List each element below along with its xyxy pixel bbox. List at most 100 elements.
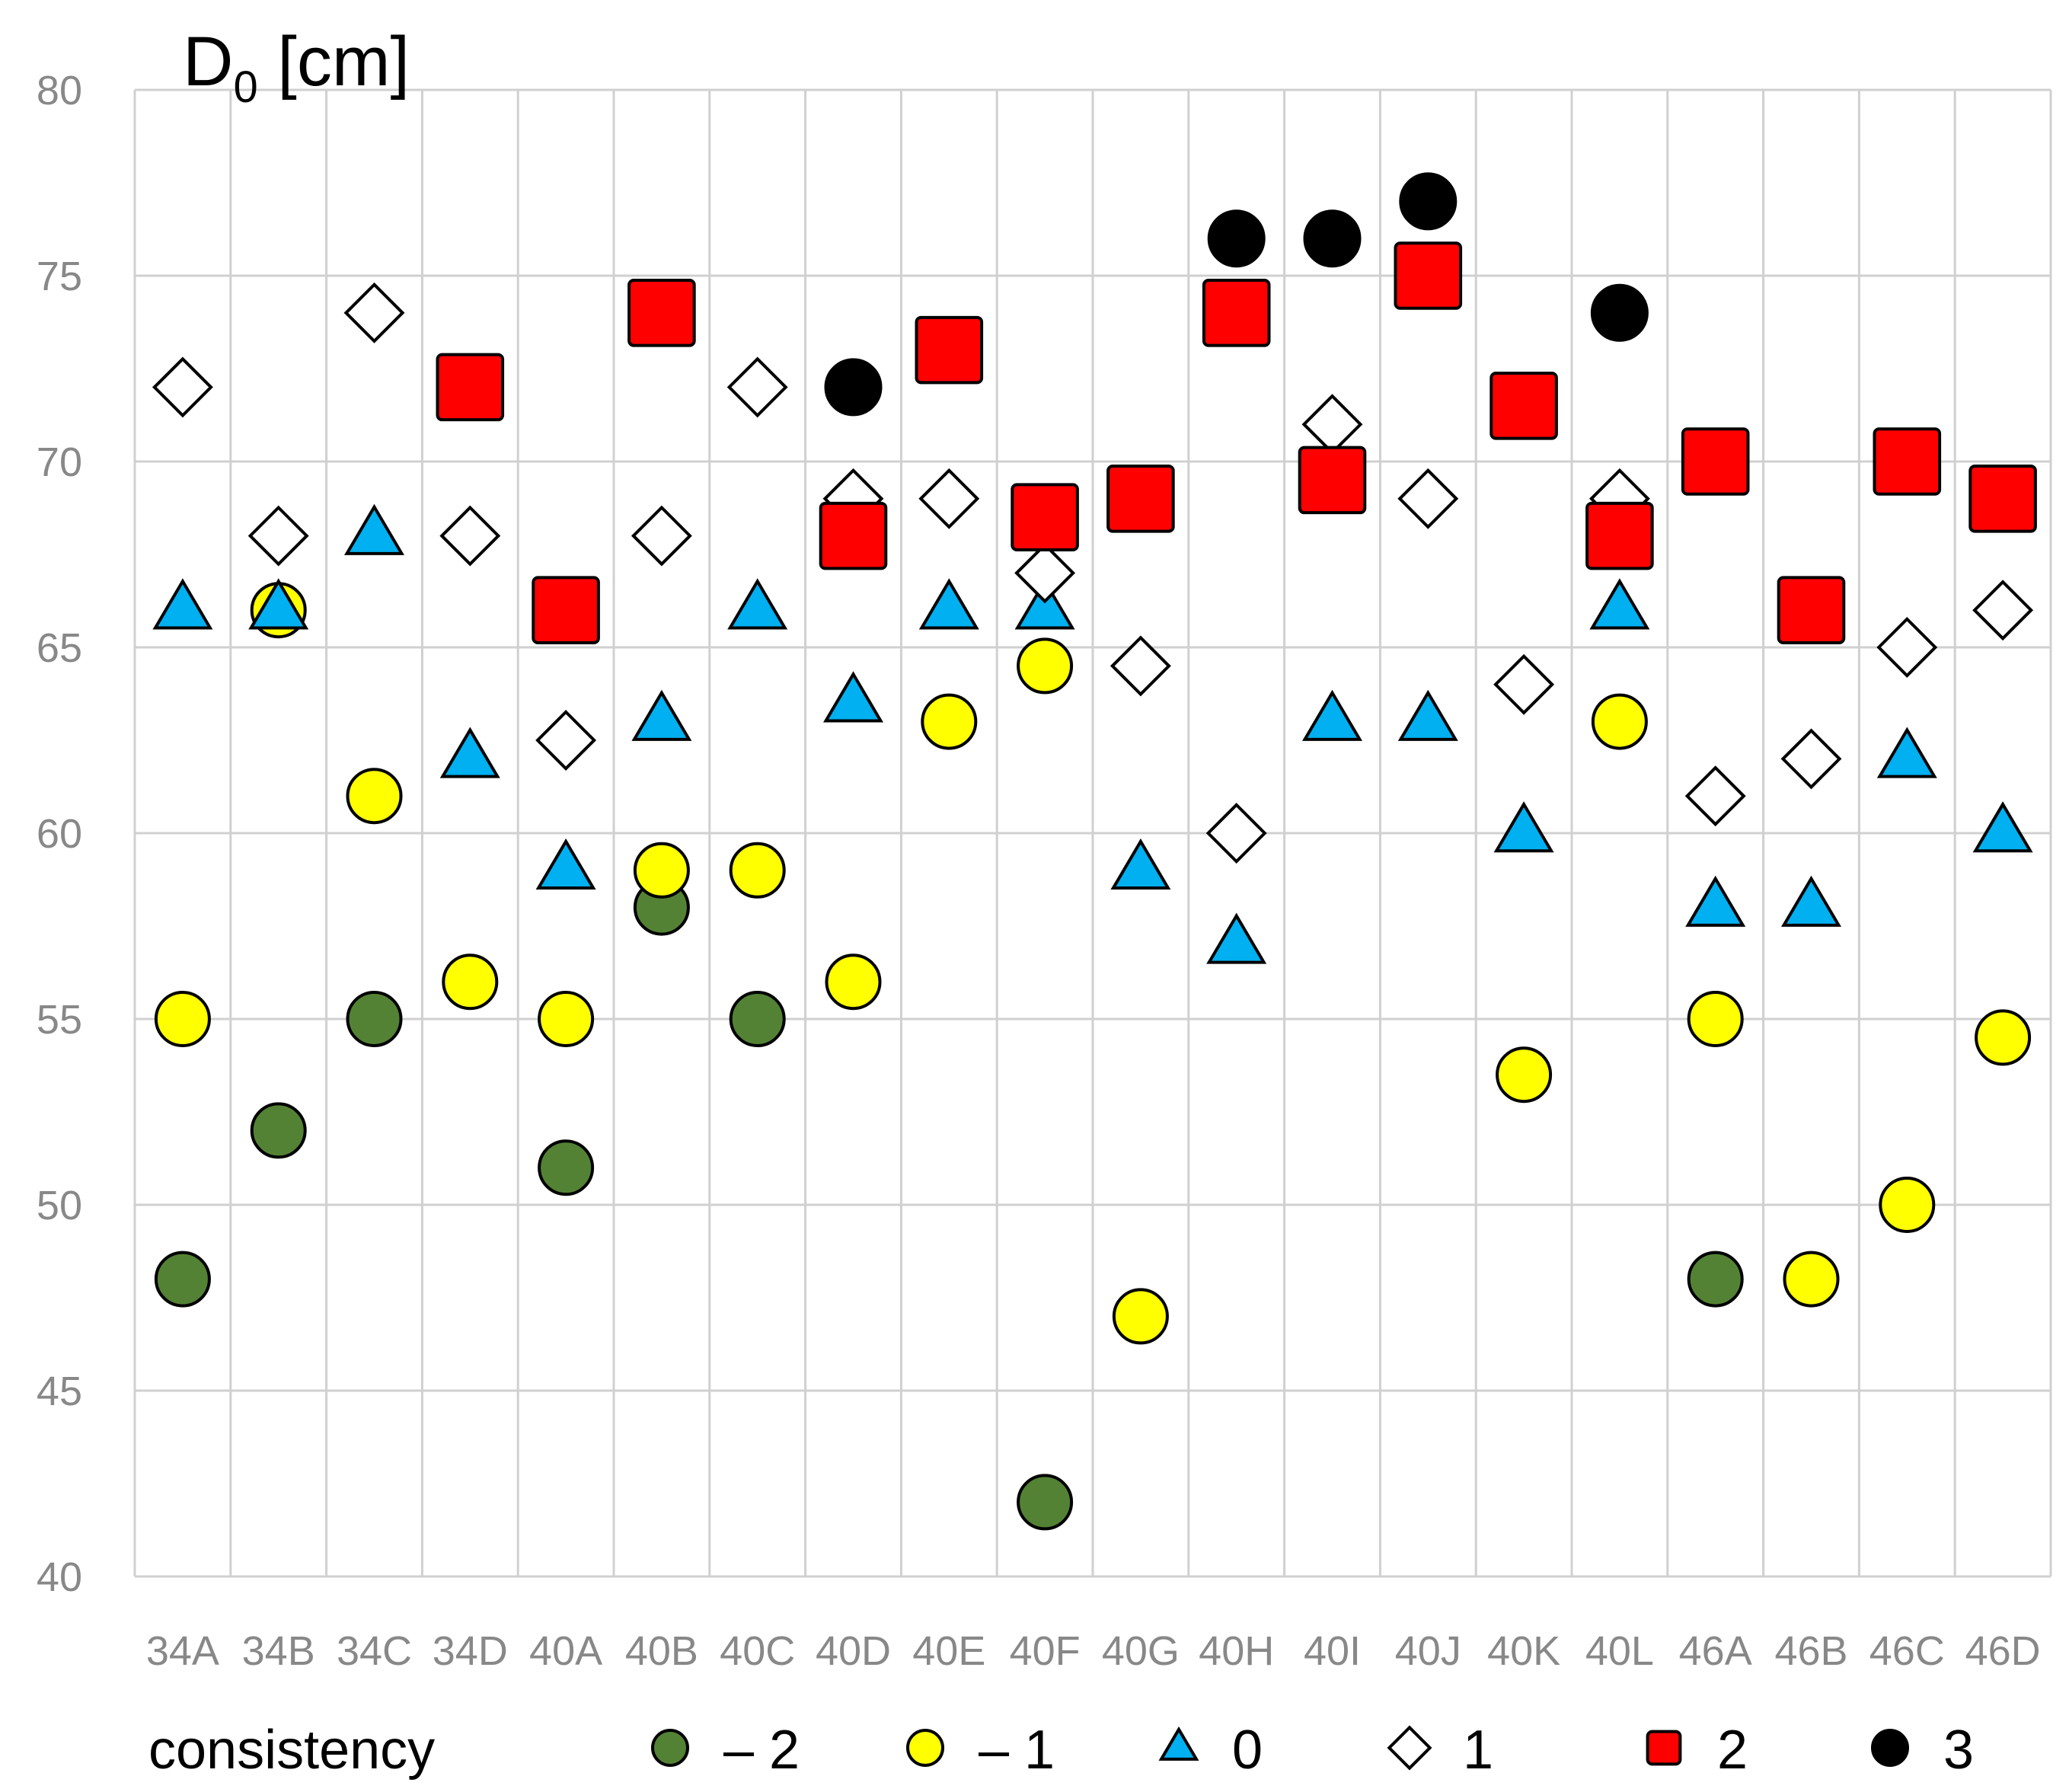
- data-point: [1685, 875, 1746, 927]
- data-marks: [152, 172, 2037, 1531]
- data-point: [1687, 991, 1744, 1047]
- data-point: [1106, 465, 1175, 533]
- data-point: [1206, 912, 1267, 964]
- data-point: [1975, 1009, 2032, 1066]
- data-point: [535, 838, 596, 890]
- data-point: [346, 768, 403, 825]
- y-tick-label: 60: [37, 811, 82, 857]
- x-tick-label: 34A: [146, 1628, 219, 1674]
- data-point: [824, 358, 883, 417]
- data-point: [535, 710, 597, 771]
- x-tick-label: 40B: [625, 1628, 698, 1674]
- x-tick-label: 40D: [816, 1628, 891, 1674]
- legend-marker: [1871, 1729, 1909, 1767]
- data-point: [1873, 427, 1942, 496]
- data-point: [1968, 465, 2037, 533]
- data-point: [1303, 209, 1362, 268]
- x-tick-label: 40G: [1102, 1628, 1180, 1674]
- data-point: [1781, 875, 1841, 927]
- data-point: [1876, 617, 1938, 678]
- data-point: [1496, 1046, 1553, 1104]
- series-4: [436, 241, 2037, 644]
- data-point: [1301, 394, 1363, 455]
- legend: consistency – 2 – 1 0 1 2 3: [148, 1720, 1974, 1781]
- x-axis-ticks: 34A 34B 34C 34D 40A 40B 40C 40D 40E 40F 40G 40H 40I 4…: [146, 1628, 2041, 1674]
- series-1: [154, 582, 2032, 1345]
- data-point: [1207, 209, 1266, 268]
- data-point: [154, 1251, 211, 1308]
- data-point: [1687, 1251, 1744, 1308]
- y-tick-label: 70: [37, 439, 82, 485]
- grid: [133, 88, 2052, 1578]
- data-point: [1397, 689, 1458, 741]
- data-point: [918, 468, 980, 529]
- data-point: [631, 505, 692, 567]
- data-point: [1205, 803, 1267, 864]
- data-point: [152, 356, 213, 418]
- x-tick-label: 34C: [337, 1628, 412, 1674]
- legend-label: – 1: [979, 1720, 1055, 1781]
- data-point: [1780, 728, 1842, 790]
- data-point: [152, 578, 213, 630]
- data-point: [915, 315, 984, 385]
- legend-label: 0: [1232, 1720, 1263, 1781]
- data-point: [439, 505, 501, 567]
- data-point: [1879, 1177, 1936, 1233]
- x-tick-label: 34D: [433, 1628, 508, 1674]
- data-point: [538, 991, 595, 1047]
- data-point: [343, 282, 405, 343]
- x-tick-label: 46D: [1965, 1628, 2041, 1674]
- y-tick-label: 55: [37, 997, 82, 1043]
- data-point: [154, 991, 211, 1047]
- data-point: [1681, 427, 1750, 496]
- data-point: [1684, 765, 1746, 827]
- data-point: [825, 953, 882, 1011]
- y-tick-label: 75: [37, 254, 82, 299]
- x-tick-label: 34B: [242, 1628, 315, 1674]
- data-point: [1972, 580, 2034, 641]
- legend-marker: [1646, 1730, 1682, 1766]
- x-tick-label: 46A: [1679, 1628, 1752, 1674]
- legend-title: consistency: [148, 1720, 435, 1781]
- data-point: [1110, 635, 1171, 697]
- data-point: [726, 356, 788, 418]
- data-point: [1493, 653, 1555, 715]
- data-point: [248, 578, 309, 630]
- data-point: [1493, 801, 1554, 853]
- y-tick-label: 80: [37, 68, 82, 113]
- data-point: [247, 505, 309, 567]
- data-point: [627, 279, 696, 347]
- data-point: [1017, 1474, 1074, 1531]
- x-tick-label: 40H: [1199, 1628, 1274, 1674]
- data-point: [1489, 372, 1558, 440]
- data-point: [1394, 241, 1463, 310]
- data-point: [250, 1102, 307, 1159]
- data-point: [1591, 693, 1648, 750]
- x-tick-label: 40F: [1010, 1628, 1081, 1674]
- data-point: [819, 501, 888, 570]
- data-point: [729, 991, 786, 1047]
- x-tick-label: 40C: [720, 1628, 795, 1674]
- legend-marker: [1158, 1726, 1199, 1761]
- data-point: [1783, 1251, 1840, 1308]
- data-point: [442, 953, 499, 1011]
- data-point: [538, 1139, 595, 1196]
- x-tick-label: 40A: [529, 1628, 602, 1674]
- data-point: [727, 578, 788, 630]
- y-tick-label: 40: [37, 1554, 82, 1600]
- chart-title: D0 [cm]: [183, 23, 410, 112]
- data-point: [1202, 279, 1271, 347]
- data-point: [1876, 727, 1937, 778]
- data-point: [1011, 483, 1079, 551]
- data-point: [1399, 172, 1458, 231]
- data-point: [1014, 578, 1075, 630]
- legend-marker: [906, 1729, 944, 1767]
- x-tick-label: 40J: [1395, 1628, 1461, 1674]
- legend-label: – 2: [723, 1720, 800, 1781]
- data-point: [1972, 801, 2033, 853]
- data-point: [436, 353, 505, 422]
- data-point: [1590, 283, 1649, 342]
- data-point: [1302, 689, 1362, 741]
- y-axis-ticks: 40 45 50 55 60 65 70 75 80: [37, 68, 82, 1600]
